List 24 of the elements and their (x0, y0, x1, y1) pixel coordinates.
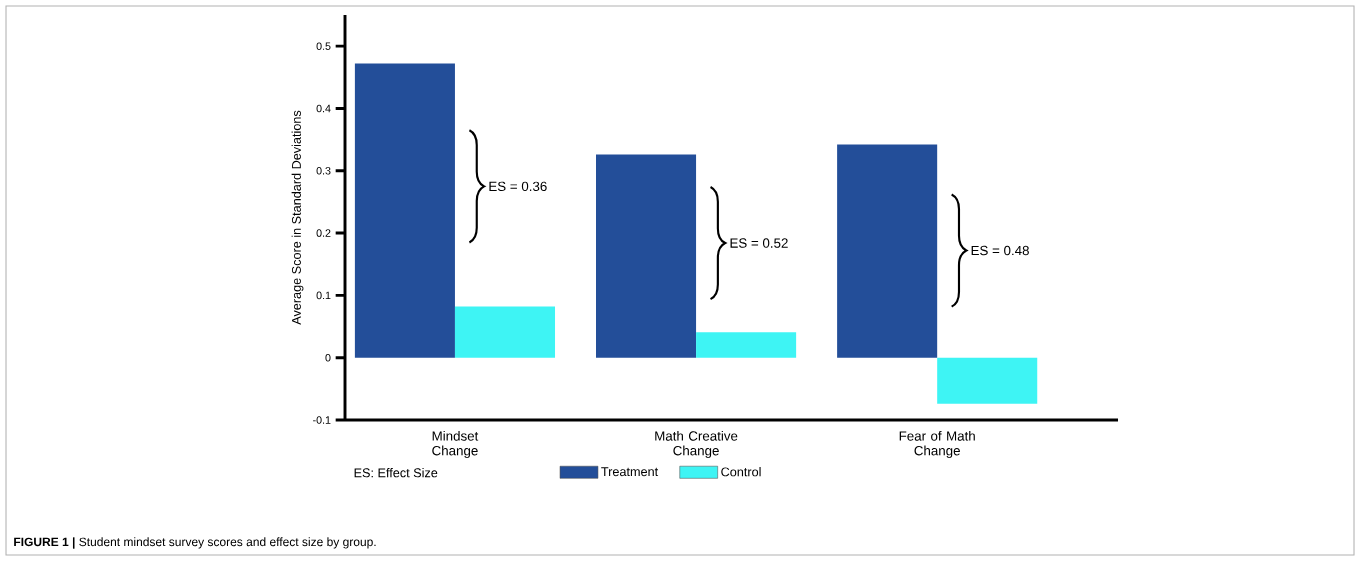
annotation: ES = 0.36 (489, 181, 547, 192)
x-tick-label: Mindset Change (432, 430, 479, 459)
annotation: ES = 0.52 (730, 238, 788, 248)
bar (837, 144, 938, 358)
y-tick-label: 0.5 (316, 42, 331, 50)
y-tick-label: 0.1 (316, 291, 331, 300)
y-axis-title: Average Score in Standard Deviations (291, 110, 304, 325)
bar (354, 63, 455, 358)
annotation: ES = 0.48 (971, 245, 1029, 256)
x-tick-label: Fear of Math Change (899, 430, 975, 459)
y-tick-label: 0.2 (316, 229, 331, 237)
bar (596, 154, 697, 358)
legend-label: Treatment (601, 467, 659, 477)
bar (454, 306, 556, 358)
bar (937, 357, 1038, 404)
y-tick-label: -0.1 (313, 416, 331, 424)
bar (696, 332, 797, 358)
text: FIGURE 1 | Student mindset survey scores and effect size by group. (14, 537, 376, 549)
x-tick-label: Math Creative Change (655, 430, 738, 459)
text: ES: Effect Size (354, 468, 438, 478)
y-tick-label: 0.3 (316, 167, 331, 175)
legend-label: Control (721, 467, 761, 477)
y-tick-label: 0.4 (316, 104, 331, 113)
y-tick-label: 0 (325, 353, 331, 362)
